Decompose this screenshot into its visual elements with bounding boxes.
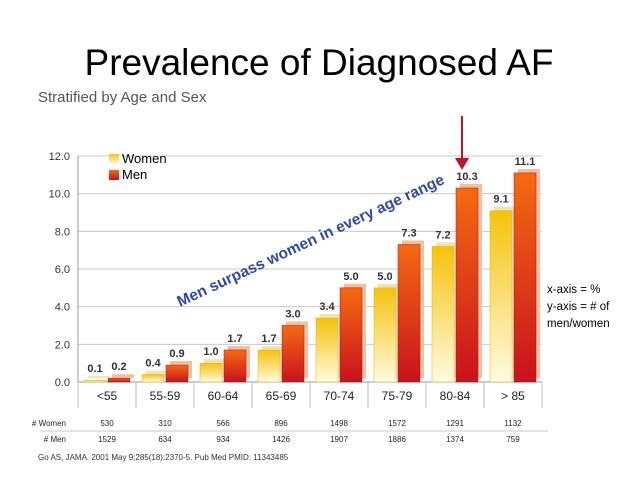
table-cell: 1572 [388,419,406,428]
bar-men [223,349,247,383]
table-cell: 1291 [446,419,464,428]
bar-men [165,364,189,383]
data-label-women: 0.1 [87,363,102,375]
bar-women [373,287,397,383]
table-cell: 1426 [272,435,290,444]
bar-women [83,379,107,383]
legend-label-women: Women [122,151,167,166]
data-label-men: 0.2 [111,361,126,373]
y-tick-label: 4.0 [55,302,70,314]
x-tick-label: 55-59 [150,389,181,403]
data-label-women: 1.7 [261,333,276,345]
table-cell: 530 [100,419,114,428]
bar-women [315,317,339,383]
data-label-men: 3.0 [285,309,300,321]
x-tick-label: 80-84 [440,389,471,403]
bar-men [339,287,363,383]
table-cell: 566 [216,419,230,428]
table-cell: 896 [274,419,288,428]
y-tick-label: 6.0 [55,264,70,276]
table-cell: 1132 [504,419,522,428]
table-cell: 1498 [330,419,348,428]
table-cell: 634 [158,435,172,444]
highlight-arrow-shaft [461,116,463,160]
table-cell: 759 [506,435,520,444]
data-label-men: 0.9 [169,348,184,360]
bar-men [107,377,131,383]
bar-women [431,246,455,383]
x-tick-label: > 85 [501,389,525,403]
table-cell: 1886 [388,435,406,444]
bar-men [281,325,305,383]
x-tick-label: <55 [97,389,118,403]
table-cell: 1907 [330,435,348,444]
y-tick-label: 10.0 [49,189,70,201]
table-row-label: # Men [44,435,66,444]
data-label-men: 11.1 [515,156,536,168]
citation: Go AS, JAMA. 2001 May 9;285(18):2370-5. … [38,453,289,462]
data-label-women: 3.4 [319,301,335,313]
y-tick-label: 2.0 [55,339,70,351]
bar-women [199,362,223,383]
y-tick-label: 0.0 [55,377,70,389]
y-tick-label: 8.0 [55,226,70,238]
x-tick-label: 65-69 [266,389,297,403]
data-label-women: 9.1 [493,194,508,206]
bar-women [489,210,513,383]
x-tick-label: 75-79 [382,389,413,403]
table-cell: 310 [158,419,172,428]
axis-note-line-2: y-axis = # of [547,301,610,313]
bar-depth-women [88,376,110,378]
table-row-label: # Women [32,419,66,428]
slide-subtitle: Stratified by Age and Sex [38,89,207,106]
axis-note-line-3: men/women [547,318,610,330]
bar-women [257,349,281,383]
highlight-arrow-icon [455,158,469,170]
bar-women [141,374,165,383]
data-label-women: 5.0 [377,271,392,283]
legend-swatch-men [109,170,119,180]
slide-title: Prevalence of Diagnosed AF [84,42,554,83]
data-label-men: 7.3 [401,228,416,240]
table-cell: 1374 [446,435,464,444]
data-label-women: 1.0 [203,346,218,358]
x-tick-label: 70-74 [324,389,355,403]
data-label-men: 10.3 [456,171,477,183]
legend-label-men: Men [122,167,147,182]
table-cell: 934 [216,435,230,444]
axis-note-line-1: x-axis = % [547,284,601,296]
legend-swatch-women [109,154,119,164]
data-label-men: 1.7 [227,333,242,345]
data-label-men: 5.0 [343,271,358,283]
bar-men [513,172,537,383]
data-label-women: 0.4 [145,357,161,369]
bar-men [397,244,421,383]
bar-depth-men [112,374,134,378]
bar-men [455,187,479,383]
x-tick-label: 60-64 [208,389,239,403]
y-tick-label: 12.0 [49,151,70,163]
table-cell: 1529 [98,435,116,444]
data-label-women: 7.2 [435,229,450,241]
